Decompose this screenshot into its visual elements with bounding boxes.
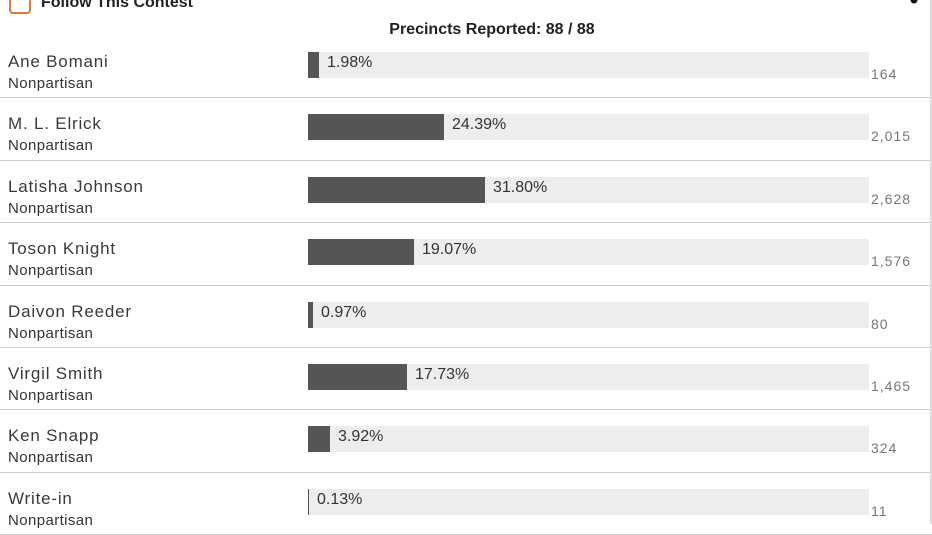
candidate-name: Virgil Smith	[8, 363, 104, 383]
candidate-name: Ken Snapp	[8, 426, 100, 446]
vote-count: 1,576	[871, 253, 912, 270]
candidate-name: Write-in	[8, 488, 73, 508]
vote-count: 1,465	[871, 377, 912, 394]
candidate-row: Daivon Reeder Nonpartisan 0.97% 80	[0, 286, 932, 348]
result-bar-fill	[308, 239, 414, 266]
precincts-reported: Precincts Reported: 88 / 88	[389, 21, 595, 38]
result-bar-track: 1.98%	[308, 52, 869, 78]
follow-contest-label: Follow This Contest	[41, 0, 193, 11]
result-percent: 0.97%	[321, 303, 367, 321]
result-bar-fill	[308, 52, 319, 78]
candidate-row: Ane Bomani Nonpartisan 1.98% 164	[0, 36, 932, 99]
candidate-party: Nonpartisan	[8, 262, 94, 280]
candidate-row: Toson Knight Nonpartisan 19.07% 1,576	[0, 223, 932, 286]
candidate-party: Nonpartisan	[8, 386, 94, 404]
vote-count: 2,628	[871, 190, 912, 207]
candidate-party: Nonpartisan	[8, 511, 94, 529]
vote-count: 11	[871, 502, 888, 519]
result-bar-track: 0.97%	[308, 301, 869, 328]
result-percent: 19.07%	[422, 241, 477, 259]
result-bar-fill	[308, 363, 407, 390]
candidate-party: Nonpartisan	[8, 137, 94, 155]
candidate-party: Nonpartisan	[8, 75, 94, 92]
result-bar-track: 3.92%	[308, 426, 869, 453]
candidate-name: Toson Knight	[8, 239, 116, 259]
result-bar-track: 31.80%	[308, 176, 869, 203]
result-bar-track: 17.73%	[308, 363, 869, 390]
vote-count: 164	[871, 66, 898, 82]
candidate-row: Latisha Johnson Nonpartisan 31.80% 2,628	[0, 161, 932, 224]
result-percent: 24.39%	[452, 116, 507, 134]
result-bar-fill	[308, 426, 330, 453]
candidate-row: M. L. Elrick Nonpartisan 24.39% 2,015	[0, 98, 932, 161]
candidate-name: Daivon Reeder	[8, 301, 132, 321]
result-bar-track: 19.07%	[308, 239, 869, 266]
vote-count: 2,015	[871, 128, 912, 145]
follow-checkbox[interactable]	[9, 0, 31, 14]
candidate-name: M. L. Elrick	[8, 114, 102, 134]
result-bar-track: 0.13%	[308, 488, 869, 515]
candidate-name: Ane Bomani	[8, 52, 109, 71]
follow-contest-control[interactable]: Follow This Contest	[9, 0, 193, 18]
result-percent: 31.80%	[493, 178, 548, 196]
candidate-row: Virgil Smith Nonpartisan 17.73% 1,465	[0, 348, 932, 411]
result-percent: 1.98%	[327, 54, 373, 71]
results-list: Ane Bomani Nonpartisan 1.98% 164 M. L. E…	[0, 36, 932, 535]
result-bar-fill	[308, 488, 309, 515]
result-percent: 0.13%	[317, 490, 363, 508]
candidate-party: Nonpartisan	[8, 199, 94, 217]
scrollbar[interactable]	[930, 0, 932, 524]
result-bar-fill	[308, 114, 444, 141]
search-icon[interactable]	[896, 0, 918, 6]
result-percent: 3.92%	[338, 428, 384, 446]
candidate-row: Ken Snapp Nonpartisan 3.92% 324	[0, 410, 932, 473]
candidate-party: Nonpartisan	[8, 324, 94, 342]
candidate-party: Nonpartisan	[8, 449, 94, 467]
result-bar-track: 24.39%	[308, 114, 869, 141]
result-bar-fill	[308, 301, 313, 328]
result-percent: 17.73%	[415, 365, 470, 383]
vote-count: 80	[871, 315, 889, 332]
candidate-row: Write-in Nonpartisan 0.13% 11	[0, 473, 932, 535]
vote-count: 324	[871, 440, 898, 457]
result-bar-fill	[308, 176, 485, 203]
candidate-name: Latisha Johnson	[8, 176, 144, 196]
